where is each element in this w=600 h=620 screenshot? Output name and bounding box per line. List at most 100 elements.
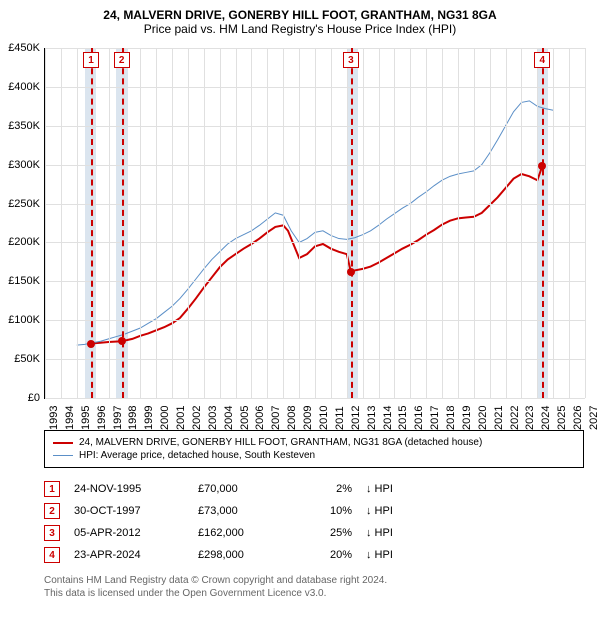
x-axis-label: 2010 <box>318 406 330 430</box>
transaction-pct: 10% <box>302 505 352 517</box>
gridline-v <box>585 48 586 398</box>
footer-line-2: This data is licensed under the Open Gov… <box>44 587 584 600</box>
x-axis-label: 2019 <box>461 406 473 430</box>
transactions-table: 124-NOV-1995£70,0002%↓ HPI230-OCT-1997£7… <box>44 478 584 566</box>
gridline-v <box>283 48 284 398</box>
sale-dot <box>87 340 95 348</box>
transaction-marker: 2 <box>44 503 60 519</box>
gridline-v <box>537 48 538 398</box>
x-axis-label: 1997 <box>112 406 124 430</box>
x-axis-label: 2005 <box>239 406 251 430</box>
gridline-v <box>77 48 78 398</box>
sale-dot <box>347 268 355 276</box>
gridline-h <box>45 398 585 399</box>
transaction-pct: 20% <box>302 549 352 561</box>
transaction-row: 124-NOV-1995£70,0002%↓ HPI <box>44 478 584 500</box>
y-axis-label: £50K <box>0 353 40 365</box>
x-axis-label: 2008 <box>286 406 298 430</box>
transaction-direction: ↓ HPI <box>366 505 393 517</box>
gridline-v <box>379 48 380 398</box>
x-axis-label: 2026 <box>572 406 584 430</box>
y-axis-label: £0 <box>0 392 40 404</box>
x-axis-label: 2027 <box>588 406 600 430</box>
transaction-pct: 2% <box>302 483 352 495</box>
gridline-v <box>109 48 110 398</box>
transaction-price: £70,000 <box>198 483 288 495</box>
y-axis-label: £100K <box>0 314 40 326</box>
gridline-v <box>315 48 316 398</box>
gridline-v <box>458 48 459 398</box>
transaction-row: 423-APR-2024£298,00020%↓ HPI <box>44 544 584 566</box>
x-axis-label: 1999 <box>143 406 155 430</box>
page-subtitle: Price paid vs. HM Land Registry's House … <box>0 22 600 40</box>
x-axis-label: 1993 <box>48 406 60 430</box>
gridline-v <box>553 48 554 398</box>
x-axis-label: 2020 <box>477 406 489 430</box>
x-axis-label: 2024 <box>540 406 552 430</box>
gridline-v <box>124 48 125 398</box>
gridline-v <box>299 48 300 398</box>
gridline-v <box>363 48 364 398</box>
transaction-price: £73,000 <box>198 505 288 517</box>
x-axis-label: 2006 <box>254 406 266 430</box>
gridline-v <box>474 48 475 398</box>
legend-label: 24, MALVERN DRIVE, GONERBY HILL FOOT, GR… <box>79 437 482 448</box>
transaction-direction: ↓ HPI <box>366 527 393 539</box>
x-axis-label: 2016 <box>413 406 425 430</box>
sale-dot <box>538 162 546 170</box>
gridline-v <box>410 48 411 398</box>
legend-row: HPI: Average price, detached house, Sout… <box>53 450 575 461</box>
transaction-marker: 4 <box>44 547 60 563</box>
gridline-v <box>394 48 395 398</box>
x-axis-label: 2013 <box>366 406 378 430</box>
transaction-price: £298,000 <box>198 549 288 561</box>
page-title: 24, MALVERN DRIVE, GONERBY HILL FOOT, GR… <box>0 0 600 22</box>
gridline-v <box>347 48 348 398</box>
x-axis-label: 1994 <box>64 406 76 430</box>
gridline-v <box>442 48 443 398</box>
gridline-v <box>426 48 427 398</box>
x-axis-label: 2004 <box>223 406 235 430</box>
gridline-v <box>521 48 522 398</box>
y-axis-label: £400K <box>0 81 40 93</box>
x-axis-label: 2018 <box>445 406 457 430</box>
transaction-date: 05-APR-2012 <box>74 527 184 539</box>
gridline-v <box>45 48 46 398</box>
x-axis-label: 2000 <box>159 406 171 430</box>
legend-row: 24, MALVERN DRIVE, GONERBY HILL FOOT, GR… <box>53 437 575 448</box>
sale-marker: 4 <box>534 52 550 68</box>
sale-marker: 1 <box>83 52 99 68</box>
transaction-row: 305-APR-2012£162,00025%↓ HPI <box>44 522 584 544</box>
gridline-v <box>569 48 570 398</box>
x-axis-label: 2021 <box>493 406 505 430</box>
sale-vertical-line <box>542 48 544 398</box>
transaction-direction: ↓ HPI <box>366 483 393 495</box>
x-axis-label: 2015 <box>397 406 409 430</box>
x-axis-label: 2025 <box>556 406 568 430</box>
x-axis-label: 1995 <box>80 406 92 430</box>
sale-marker: 3 <box>343 52 359 68</box>
footer-line-1: Contains HM Land Registry data © Crown c… <box>44 574 584 587</box>
x-axis-label: 2011 <box>334 406 346 430</box>
transaction-date: 23-APR-2024 <box>74 549 184 561</box>
sale-marker: 2 <box>114 52 130 68</box>
y-axis-label: £300K <box>0 159 40 171</box>
x-axis-label: 2007 <box>270 406 282 430</box>
x-axis-label: 2014 <box>382 406 394 430</box>
transaction-pct: 25% <box>302 527 352 539</box>
x-axis-label: 2003 <box>207 406 219 430</box>
x-axis-label: 2009 <box>302 406 314 430</box>
gridline-v <box>220 48 221 398</box>
y-axis-label: £450K <box>0 42 40 54</box>
x-axis-label: 1998 <box>127 406 139 430</box>
footer-attribution: Contains HM Land Registry data © Crown c… <box>44 574 584 600</box>
x-axis-label: 2017 <box>429 406 441 430</box>
gridline-v <box>490 48 491 398</box>
transaction-row: 2 30-OCT-1997 £73,000 10% ↓ HPI <box>44 500 584 522</box>
chart-plot-area: 12 3 4 <box>44 48 585 399</box>
legend-label: HPI: Average price, detached house, Sout… <box>79 450 315 461</box>
transaction-date: 30-OCT-1997 <box>74 505 184 517</box>
y-axis-label: £200K <box>0 236 40 248</box>
legend-swatch <box>53 442 73 444</box>
sale-dot <box>118 337 126 345</box>
